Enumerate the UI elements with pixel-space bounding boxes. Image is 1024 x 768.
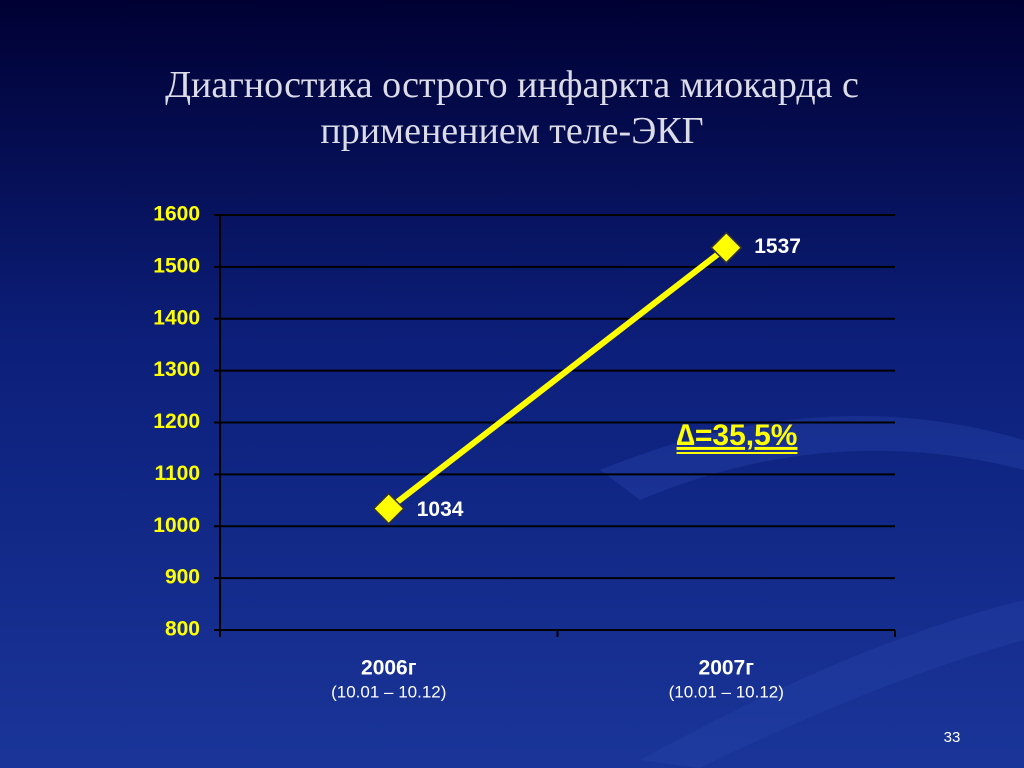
y-tick-label: 1300 bbox=[153, 358, 200, 381]
page-number: 33 bbox=[944, 729, 961, 746]
data-label: 1537 bbox=[754, 235, 801, 258]
x-tick-sublabel: (10.01 – 10.12) bbox=[331, 682, 446, 701]
y-tick-label: 1100 bbox=[154, 462, 200, 485]
decoration bbox=[640, 600, 1024, 768]
y-tick-label: 800 bbox=[165, 618, 200, 641]
line bbox=[386, 245, 729, 511]
x-tick-sublabel: (10.01 – 10.12) bbox=[669, 682, 784, 701]
y-tick-label: 1200 bbox=[153, 410, 200, 433]
y-tick-label: 1400 bbox=[153, 306, 200, 329]
marker bbox=[710, 231, 743, 264]
data-label: 1034 bbox=[417, 498, 464, 521]
marker bbox=[372, 492, 405, 525]
x-tick-label: 2006г bbox=[361, 657, 417, 680]
decoration bbox=[600, 416, 1024, 500]
y-tick-label: 900 bbox=[165, 566, 200, 589]
y-tick-label: 1600 bbox=[153, 203, 200, 226]
annotation: ∆=35,5% bbox=[677, 419, 798, 452]
y-tick-label: 1000 bbox=[153, 514, 200, 537]
x-tick-label: 2007г bbox=[699, 657, 755, 680]
y-tick-label: 1500 bbox=[153, 254, 200, 277]
